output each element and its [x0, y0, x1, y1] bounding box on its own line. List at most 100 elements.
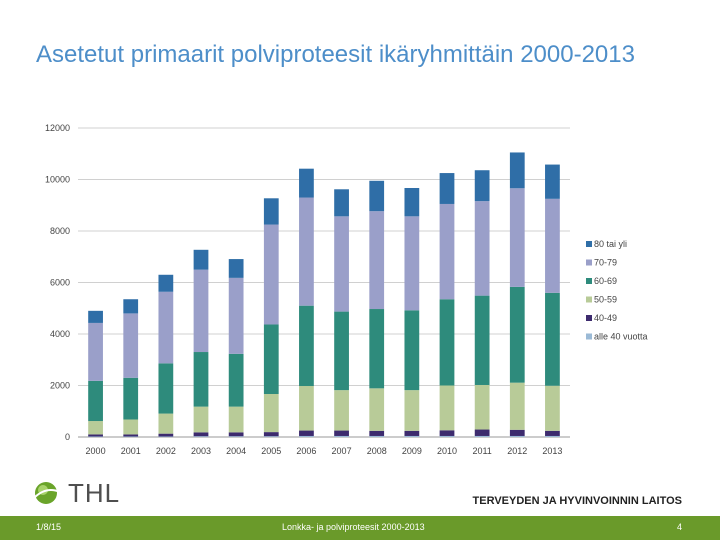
y-tick-label: 8000 [50, 226, 70, 236]
bar-segment [369, 430, 385, 436]
bar-segment [88, 436, 103, 437]
bar-segment [509, 382, 525, 430]
bars [88, 152, 560, 437]
y-tick-label: 0 [65, 432, 70, 442]
x-tick-label: 2013 [542, 446, 562, 456]
y-tick-labels: 0 2000 4000 6000 8000 10000 12000 [45, 123, 70, 442]
bar-segment [88, 380, 103, 422]
bar-segment [509, 152, 525, 189]
bar-segment [228, 406, 244, 433]
y-tick-label: 12000 [45, 123, 70, 133]
bar-segment [193, 436, 209, 437]
bar-segment [263, 198, 279, 225]
bar-segment [369, 435, 385, 437]
bar-segment [404, 187, 420, 217]
bar-segment [228, 432, 244, 437]
legend: 80 tai yli 70-79 60-69 50-59 40-49 alle 40 vu… [586, 239, 648, 342]
bar-segment [299, 386, 314, 431]
bar-segment [545, 385, 560, 431]
bar-segment [334, 311, 349, 391]
bar-segment [474, 384, 490, 430]
footer-title: Lonkka- ja polviproteesit 2000-2013 [282, 522, 425, 532]
bar-segment [88, 310, 103, 323]
bar-segment [545, 198, 560, 293]
bar-segment [88, 434, 103, 437]
bar-segment [193, 406, 209, 433]
bar-segment [123, 436, 139, 437]
bar-segment [369, 180, 385, 212]
bar-segment [193, 352, 209, 407]
bar-segment [545, 292, 560, 386]
y-tick-label: 2000 [50, 381, 70, 391]
bar-segment [404, 390, 420, 431]
bar-segment [474, 295, 490, 385]
bar-segment [299, 168, 314, 198]
bar-segment [439, 435, 455, 437]
bar-segment [474, 201, 490, 296]
bar-segment [123, 313, 139, 378]
x-tick-label: 2008 [367, 446, 387, 456]
bar-segment [404, 216, 420, 311]
thl-logo-icon [33, 482, 61, 504]
legend-swatch [586, 278, 592, 284]
legend-swatch [586, 315, 592, 321]
bar-segment [404, 435, 420, 437]
legend-swatch [586, 296, 592, 303]
bar-segment [334, 216, 349, 312]
bar-segment [334, 189, 349, 217]
logo-text: THL [68, 478, 121, 508]
y-tick-label: 4000 [50, 329, 70, 339]
bar-segment [439, 385, 455, 431]
slide-title: Asetetut primaarit polviproteesit ikäryh… [36, 41, 635, 68]
legend-swatch [586, 259, 592, 266]
bar-segment [404, 430, 420, 436]
x-tick-label: 2012 [507, 446, 527, 456]
bar-segment [334, 430, 349, 436]
bar-segment [228, 436, 244, 437]
bar-segment [123, 434, 139, 437]
page-number: 4 [676, 522, 682, 532]
footer-date: 1/8/15 [36, 522, 62, 532]
bar-segment [545, 164, 560, 199]
x-tick-label: 2002 [156, 446, 176, 456]
bar-segment [193, 269, 209, 353]
bar-segment [509, 286, 525, 383]
legend-label: 50-59 [594, 295, 617, 305]
bar-segment [439, 173, 455, 204]
x-tick-label: 2004 [226, 446, 246, 456]
y-tick-label: 6000 [50, 278, 70, 288]
organization-name: TERVEYDEN JA HYVINVOINNIN LAITOS [472, 495, 682, 507]
bar-segment [228, 277, 244, 354]
gridlines [78, 127, 570, 438]
bar-segment [334, 435, 349, 437]
x-tick-labels: 2000 2001 2002 2003 2004 2005 2006 2007 2008 2009… [86, 446, 563, 456]
stacked-bar-chart: 0 2000 4000 6000 8000 10000 12000 2000 2001 2002… [45, 123, 648, 456]
bar-segment [474, 429, 490, 436]
bar-segment [88, 322, 103, 381]
footer-bar [0, 516, 720, 540]
x-tick-label: 2011 [472, 446, 491, 456]
x-tick-label: 2009 [402, 446, 422, 456]
bar-segment [369, 211, 385, 310]
bar-segment [439, 299, 455, 386]
bar-segment [439, 430, 455, 436]
bar-segment [299, 305, 314, 387]
bar-segment [88, 421, 103, 435]
legend-swatch [586, 241, 592, 247]
x-tick-label: 2000 [86, 446, 106, 456]
legend-label: 60-69 [594, 276, 617, 286]
y-tick-label: 10000 [45, 175, 70, 185]
bar-segment [158, 413, 174, 434]
legend-label: 40-49 [594, 313, 617, 323]
bar-segment [263, 324, 279, 394]
bar-segment [158, 291, 174, 364]
bar-segment [474, 170, 490, 202]
bar-segment [369, 388, 385, 431]
bar-segment [158, 274, 174, 292]
bar-segment [509, 435, 525, 437]
bar-segment [299, 197, 314, 306]
bar-segment [123, 299, 139, 314]
bar-segment [123, 419, 139, 435]
x-tick-label: 2010 [437, 446, 457, 456]
bar-segment [439, 203, 455, 300]
